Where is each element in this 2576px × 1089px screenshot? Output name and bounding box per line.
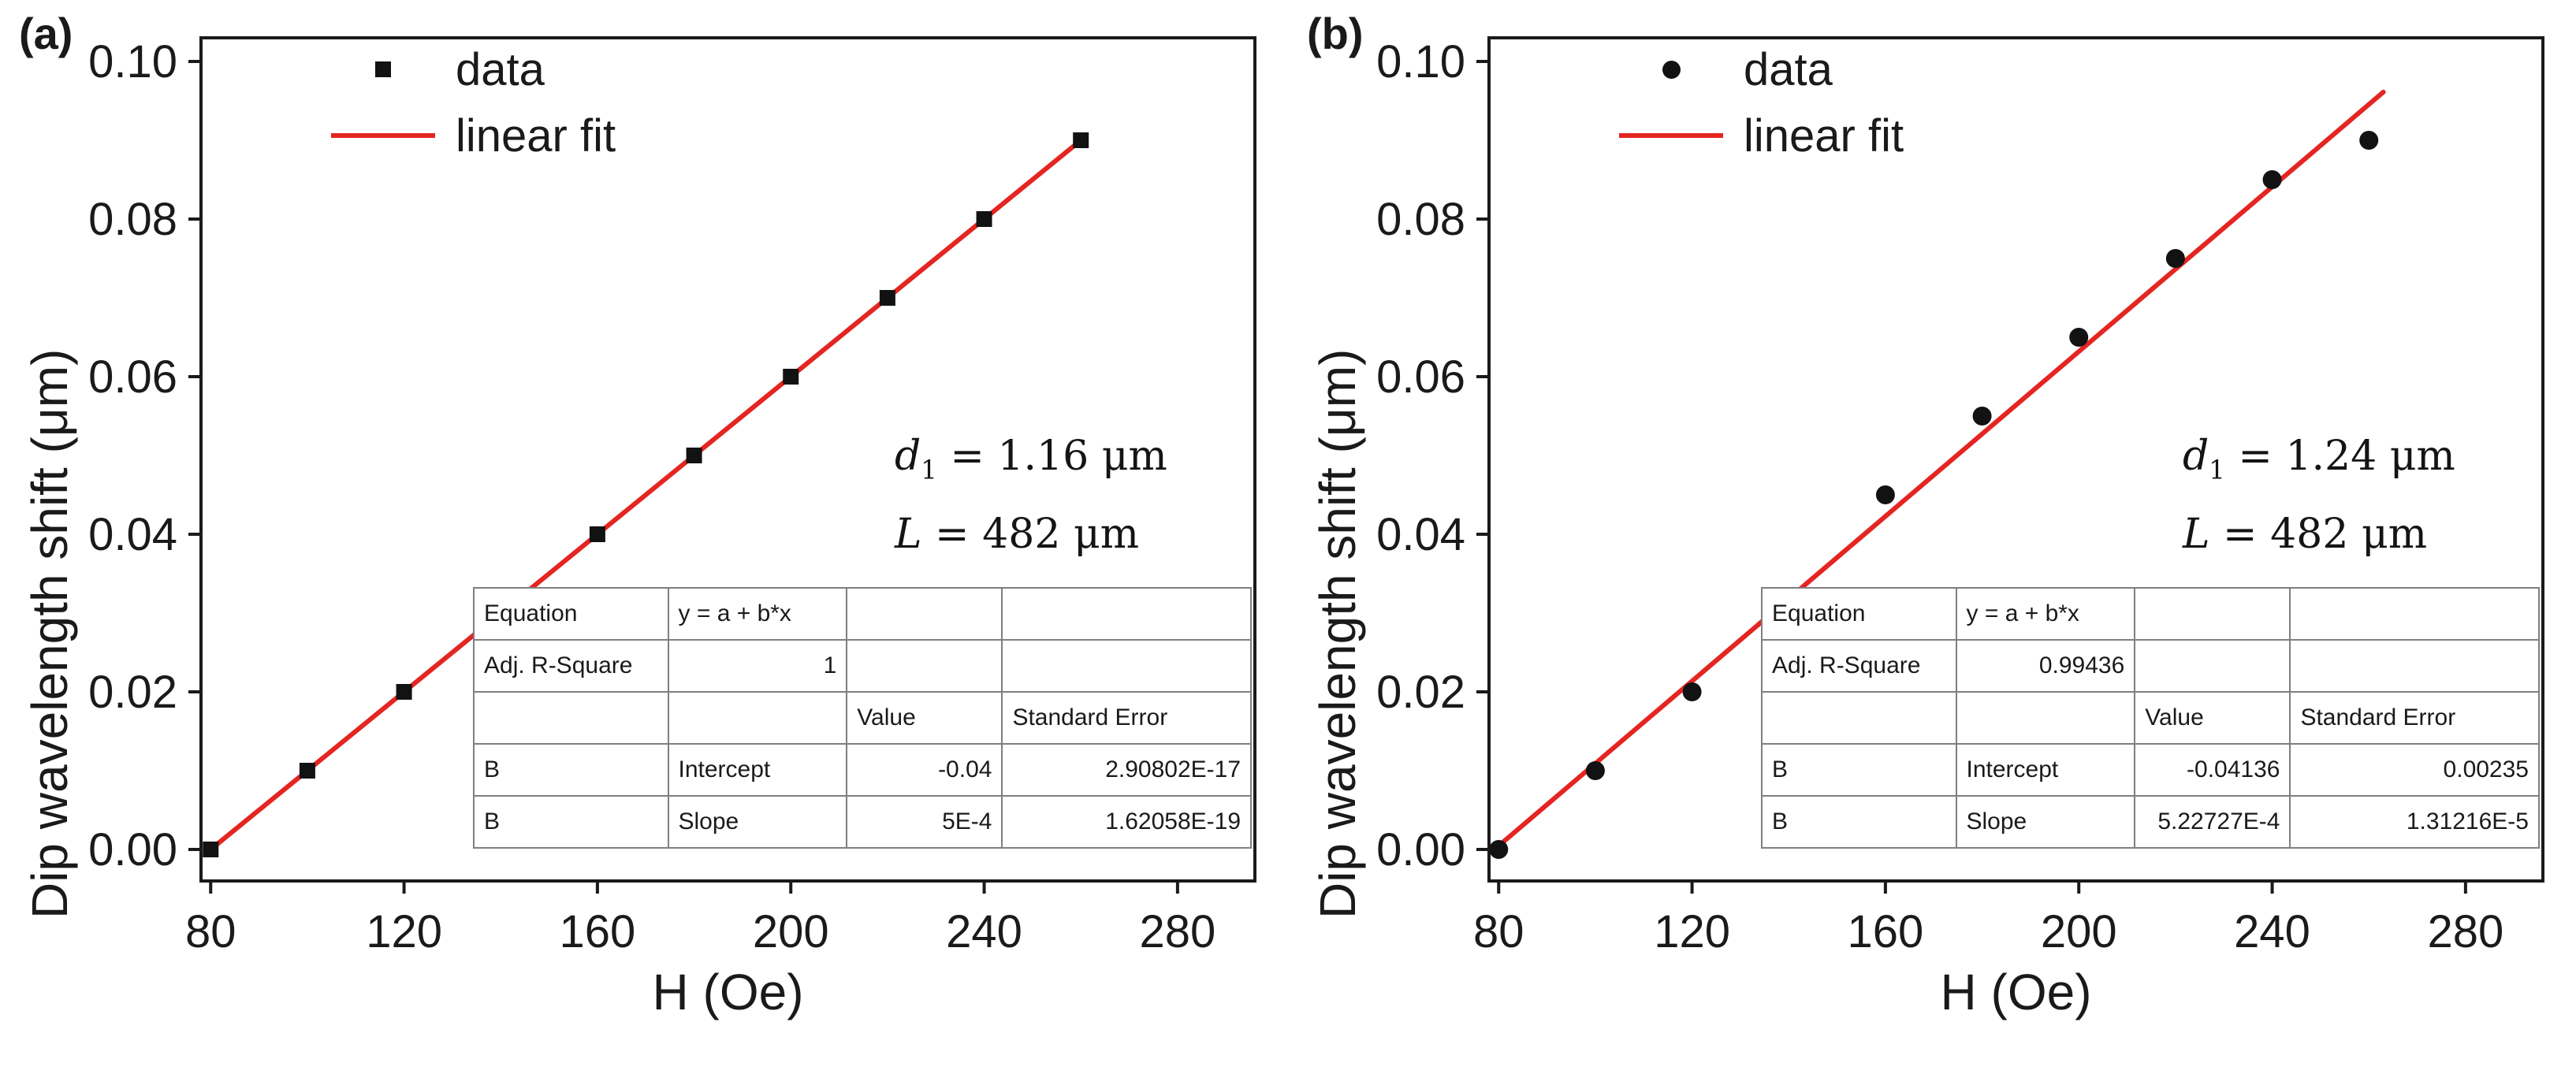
svg-text:0.02: 0.02 bbox=[88, 667, 177, 718]
annotation-d1: d1 = 1.24 μm bbox=[2183, 433, 2455, 485]
annotation-d1: d1 = 1.16 μm bbox=[895, 433, 1167, 485]
stats-row: Adj. R-Square 1 bbox=[473, 639, 1252, 693]
chart-a-canvas: 80 120 160 200 240 280 0.00 0.02 0.04 0.06 0.08 0.1… bbox=[88, 36, 1256, 957]
stats-row: B Slope 5.22727E-4 1.31216E-5 bbox=[1761, 795, 2540, 849]
svg-text:200: 200 bbox=[753, 906, 829, 957]
svg-text:0.06: 0.06 bbox=[1376, 351, 1465, 403]
stats-row: Value Standard Error bbox=[1761, 691, 2540, 745]
stats-row: B Slope 5E-4 1.62058E-19 bbox=[473, 795, 1252, 849]
svg-text:0.04: 0.04 bbox=[88, 509, 177, 560]
svg-text:240: 240 bbox=[2234, 906, 2310, 957]
svg-text:240: 240 bbox=[946, 906, 1022, 957]
panel-a: 80 120 160 200 240 280 0.00 0.02 0.04 0.06 0.08 0.1… bbox=[19, 9, 1256, 1020]
circle-marker-icon bbox=[1662, 60, 1681, 79]
stats-row: Equation y = a + b*x bbox=[473, 587, 1252, 641]
svg-text:200: 200 bbox=[2041, 906, 2117, 957]
stats-row: Adj. R-Square 0.99436 bbox=[1761, 639, 2540, 693]
x-axis-label: H (Oe) bbox=[652, 964, 804, 1020]
svg-text:280: 280 bbox=[2427, 906, 2503, 957]
y-axis-label: Dip wavelength shift (μm) bbox=[21, 348, 78, 919]
panel-a-label: (a) bbox=[19, 9, 73, 58]
stats-row: Value Standard Error bbox=[473, 691, 1252, 745]
svg-text:0.08: 0.08 bbox=[88, 194, 177, 245]
y-axis-label: Dip wavelength shift (μm) bbox=[1309, 348, 1366, 919]
fit-line-swatch bbox=[1619, 133, 1723, 138]
svg-text:0.10: 0.10 bbox=[88, 36, 177, 87]
svg-text:0.00: 0.00 bbox=[1376, 824, 1465, 875]
svg-text:160: 160 bbox=[1848, 906, 1924, 957]
svg-text:0.04: 0.04 bbox=[1376, 509, 1465, 560]
legend: data linear fit bbox=[331, 36, 616, 169]
legend-label-data: data bbox=[456, 43, 545, 95]
legend: data linear fit bbox=[1619, 36, 1904, 169]
legend-label-fit: linear fit bbox=[456, 110, 616, 162]
legend-sample bbox=[1619, 60, 1723, 79]
panel-b-label: (b) bbox=[1307, 9, 1364, 58]
legend-sample bbox=[331, 133, 435, 138]
legend-row-fit: linear fit bbox=[331, 102, 616, 169]
svg-text:280: 280 bbox=[1139, 906, 1215, 957]
fit-line-swatch bbox=[331, 133, 435, 138]
stats-row: B Intercept -0.04136 0.00235 bbox=[1761, 743, 2540, 797]
annotation-L: L = 482 μm bbox=[895, 511, 1140, 559]
svg-text:0.02: 0.02 bbox=[1376, 667, 1465, 718]
stats-row: B Intercept -0.04 2.90802E-17 bbox=[473, 743, 1252, 797]
square-marker-icon bbox=[375, 61, 391, 77]
svg-text:80: 80 bbox=[185, 906, 236, 957]
svg-text:0.08: 0.08 bbox=[1376, 194, 1465, 245]
legend-row-data: data bbox=[331, 36, 616, 102]
legend-label-fit: linear fit bbox=[1744, 110, 1904, 162]
fit-stats-table: Equation y = a + b*x Adj. R-Square 1 Val… bbox=[473, 587, 1252, 849]
legend-sample bbox=[1619, 133, 1723, 138]
svg-text:0.10: 0.10 bbox=[1376, 36, 1465, 87]
fit-stats-table: Equation y = a + b*x Adj. R-Square 0.994… bbox=[1761, 587, 2540, 849]
svg-text:80: 80 bbox=[1473, 906, 1524, 957]
svg-text:160: 160 bbox=[560, 906, 636, 957]
legend-label-data: data bbox=[1744, 43, 1833, 95]
panel-b: 80 120 160 200 240 280 0.00 0.02 0.04 0.06 0.08 0.1… bbox=[1288, 0, 2576, 1089]
legend-row-data: data bbox=[1619, 36, 1904, 102]
legend-row-fit: linear fit bbox=[1619, 102, 1904, 169]
x-axis-label: H (Oe) bbox=[1940, 964, 2092, 1020]
svg-text:120: 120 bbox=[1654, 906, 1730, 957]
fit-annotation: d1 = 1.24 μm L = 482 μm bbox=[2183, 424, 2455, 567]
svg-text:0.00: 0.00 bbox=[88, 824, 177, 875]
svg-text:0.06: 0.06 bbox=[88, 351, 177, 403]
legend-sample bbox=[331, 61, 435, 77]
fit-annotation: d1 = 1.16 μm L = 482 μm bbox=[895, 424, 1167, 567]
chart-b-canvas: 80 120 160 200 240 280 0.00 0.02 0.04 0.06 0.08 0.1… bbox=[1376, 36, 2544, 957]
stats-row: Equation y = a + b*x bbox=[1761, 587, 2540, 641]
svg-text:120: 120 bbox=[366, 906, 442, 957]
annotation-L: L = 482 μm bbox=[2183, 511, 2428, 559]
